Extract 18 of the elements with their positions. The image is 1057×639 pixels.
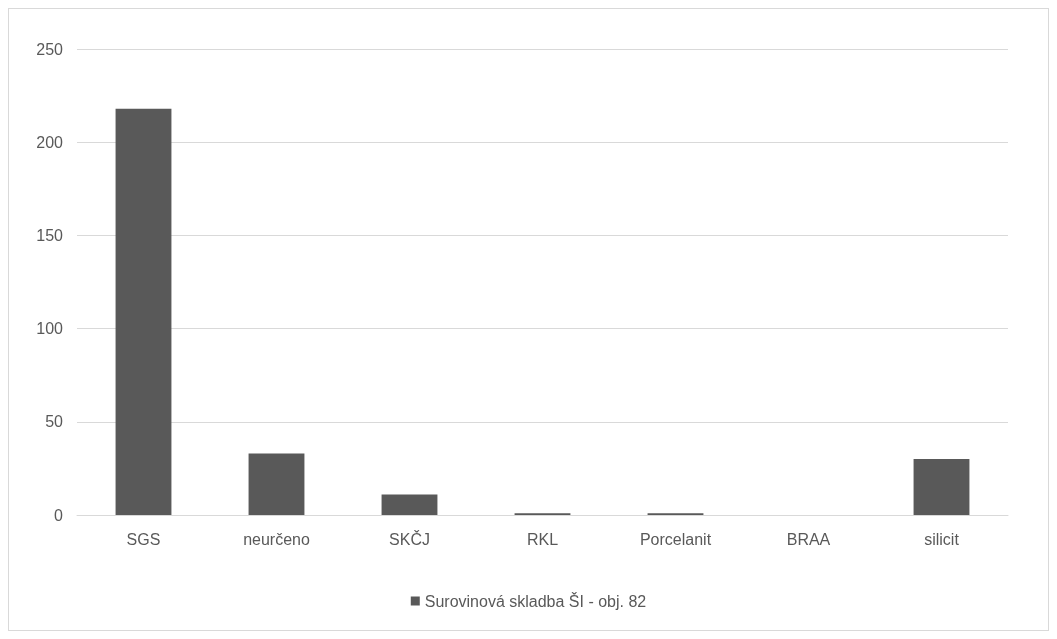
x-tick-label: neurčeno bbox=[243, 530, 310, 548]
bar bbox=[381, 494, 438, 515]
x-tick-label: SKČJ bbox=[389, 529, 430, 548]
x-tick-label: SGS bbox=[126, 530, 161, 548]
bar bbox=[115, 108, 172, 515]
bar bbox=[248, 453, 305, 515]
x-tick-label: RKL bbox=[526, 530, 559, 548]
x-tick-label: Porcelanit bbox=[639, 530, 712, 548]
y-tick-label: 250 bbox=[36, 40, 64, 58]
y-tick-label: 50 bbox=[45, 413, 64, 431]
y-tick-label: 200 bbox=[36, 133, 64, 151]
x-tick-label: silicit bbox=[924, 530, 960, 548]
y-tick-label: 0 bbox=[54, 506, 64, 524]
bar bbox=[913, 459, 970, 515]
y-tick-label: 150 bbox=[36, 226, 64, 244]
x-tick-label: BRAA bbox=[786, 530, 831, 548]
y-tick-label: 100 bbox=[36, 320, 64, 338]
legend-label: Surovinová skladba ŠI - obj. 82 bbox=[424, 591, 647, 610]
